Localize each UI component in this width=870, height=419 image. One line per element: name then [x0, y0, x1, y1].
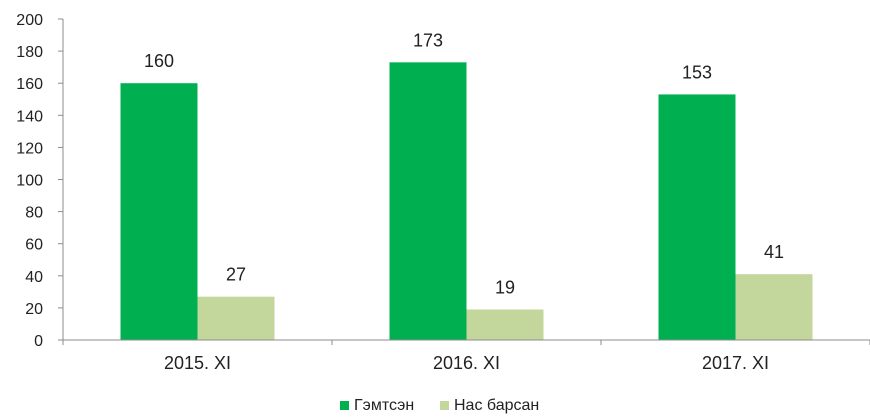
- y-tick-label: 200: [16, 12, 43, 29]
- legend-swatch: [440, 401, 449, 410]
- x-category-label: 2015. XI: [164, 353, 231, 373]
- y-tick-label: 0: [34, 333, 43, 350]
- bar: [389, 62, 467, 341]
- y-axis: 0 20 40 60 80 100 120 140 160 180 200: [16, 12, 64, 350]
- y-tick-label: 20: [25, 301, 43, 318]
- bar: [120, 83, 198, 340]
- legend-label: Гэмтсэн: [354, 397, 414, 414]
- data-label: 160: [144, 51, 174, 71]
- y-tick-label: 80: [25, 205, 43, 222]
- y-tick-label: 160: [16, 76, 43, 93]
- data-label: 27: [226, 265, 246, 285]
- legend-swatch: [340, 401, 349, 410]
- y-tick-label: 140: [16, 108, 43, 125]
- y-tick-label: 180: [16, 44, 43, 61]
- data-label: 41: [764, 242, 784, 262]
- y-tick-label: 120: [16, 140, 43, 157]
- legend: Гэмтсэн Нас барсан: [340, 397, 539, 414]
- y-tick-label: 40: [25, 269, 43, 286]
- data-label: 153: [682, 62, 712, 82]
- x-category-label: 2017. XI: [702, 353, 769, 373]
- data-label: 173: [413, 30, 443, 50]
- data-labels: 160 27 173 19 153 41: [144, 30, 784, 297]
- x-category-label: 2016. XI: [433, 353, 500, 373]
- bar: [466, 309, 544, 340]
- legend-label: Нас барсан: [454, 397, 539, 414]
- y-tick-label: 100: [16, 173, 43, 190]
- data-label: 19: [495, 278, 515, 298]
- x-axis: 2015. XI 2016. XI 2017. XI: [62, 339, 870, 373]
- y-tick-label: 60: [25, 237, 43, 254]
- bar: [735, 274, 813, 340]
- bar: [197, 296, 275, 340]
- bars: [120, 62, 813, 341]
- bar: [658, 94, 736, 340]
